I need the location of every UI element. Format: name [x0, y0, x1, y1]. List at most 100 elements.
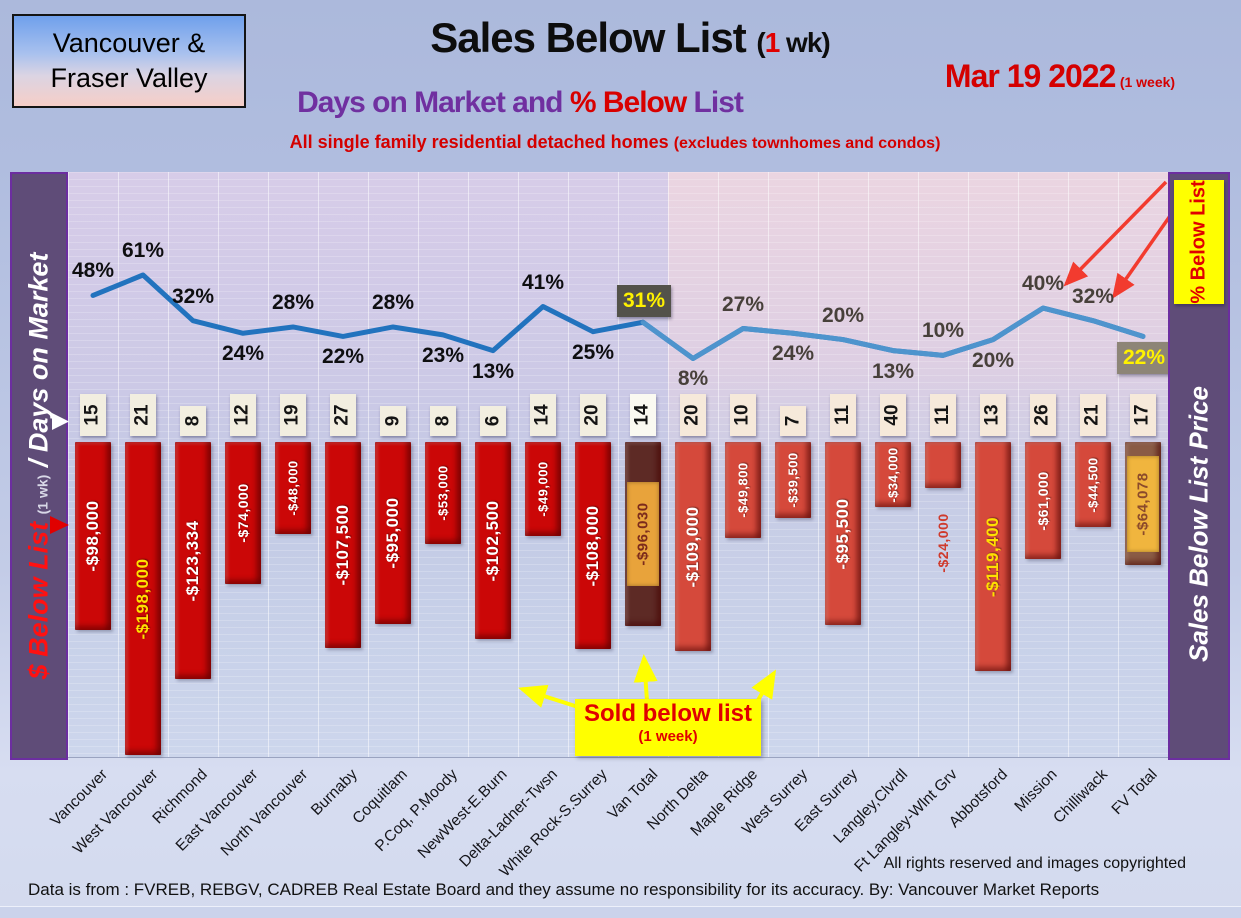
- bar: [1075, 442, 1111, 527]
- days-on-market-label: 20: [580, 394, 606, 436]
- bar: [125, 442, 161, 755]
- bar-value-label: -$39,500: [785, 452, 801, 508]
- pct-label: 23%: [421, 343, 465, 367]
- days-value: 11: [932, 404, 953, 426]
- x-axis-label-text: Chilliwack: [1050, 766, 1112, 827]
- total-label-box: [627, 482, 659, 586]
- title-main: Sales Below List: [430, 14, 746, 61]
- bar: [375, 442, 411, 624]
- pct-below-list-badge: % Below List: [1174, 180, 1224, 304]
- bar: [825, 442, 861, 625]
- bar-value-label: -$107,500: [333, 504, 352, 586]
- days-value: 7: [781, 415, 803, 427]
- days-on-market-label: 14: [630, 394, 656, 436]
- bar-value-label: -$198,000: [133, 557, 152, 640]
- days-value: 11: [832, 404, 853, 426]
- days-on-market-label: 13: [980, 394, 1006, 436]
- days-on-market-label: 12: [230, 394, 256, 436]
- bar-value-label: -$102,500: [483, 499, 502, 582]
- bar-value-label: -$44,500: [1085, 456, 1101, 513]
- page-title: Sales Below List (1 wk): [300, 14, 960, 62]
- title-week-number: 1: [764, 27, 781, 58]
- pct-label: 48%: [71, 259, 115, 283]
- days-value: 40: [881, 404, 903, 426]
- pct-label: 41%: [521, 270, 565, 294]
- pct-label-boxed: 31%: [617, 285, 671, 318]
- pct-label: 24%: [771, 342, 815, 366]
- days-on-market-label: 14: [530, 394, 556, 436]
- days-value: 27: [331, 404, 353, 426]
- days-value: 13: [981, 404, 1003, 426]
- pct-label: 40%: [1021, 272, 1065, 296]
- left-axis-label: $ Below List (1 wk) / Days on Market: [23, 252, 54, 680]
- page-subtitle: Days on Market and % Below List: [297, 86, 744, 119]
- region-title-box: Vancouver & Fraser Valley: [12, 14, 246, 108]
- date-main: Mar 19 2022: [944, 58, 1116, 94]
- days-on-market-label: 10: [730, 394, 756, 436]
- days-value: 19: [281, 404, 303, 426]
- bar-value-label: -$48,000: [285, 460, 301, 516]
- pct-label: 20%: [971, 348, 1015, 372]
- pct-label: 13%: [471, 359, 515, 383]
- bar-value-label: -$95,500: [833, 497, 852, 570]
- days-value: 15: [81, 404, 103, 426]
- bar-value-label: -$61,000: [1035, 470, 1051, 531]
- days-value: 26: [1031, 404, 1053, 426]
- bar: [525, 442, 561, 536]
- pct-label: 32%: [1071, 284, 1115, 308]
- pct-label: 10%: [921, 319, 965, 343]
- left-axis-rail: $ Below List (1 wk) / Days on Market: [10, 172, 68, 760]
- bar-value-label: -$64,078: [1134, 471, 1152, 536]
- days-value: 17: [1131, 404, 1153, 426]
- bar: [675, 442, 711, 651]
- days-on-market-label: 17: [1130, 394, 1156, 436]
- bar: [725, 442, 761, 538]
- bar-value-label: -$109,000: [683, 505, 702, 588]
- x-axis-label-text: Mission: [1011, 766, 1062, 816]
- days-on-market-label: 8: [180, 406, 206, 436]
- pct-label: 28%: [371, 290, 415, 314]
- days-value: 9: [381, 415, 403, 427]
- pct-label: 22%: [321, 345, 365, 369]
- bar: [425, 442, 461, 544]
- copyright-note: All rights reserved and images copyright…: [883, 855, 1186, 872]
- days-on-market-label: 9: [380, 406, 406, 436]
- days-on-market-label: 20: [680, 394, 706, 436]
- pct-label: 61%: [121, 239, 165, 262]
- bar-value-label: -$49,800: [735, 462, 751, 518]
- bar: [275, 442, 311, 534]
- days-on-market-label: 11: [930, 394, 956, 436]
- bar: [75, 442, 111, 630]
- date-suffix: (1 week): [1119, 74, 1176, 90]
- bar-value-label: -$98,000: [83, 500, 102, 572]
- bar: [975, 442, 1011, 671]
- total-label-box: [1127, 455, 1159, 552]
- bar-value-label: -$119,400: [983, 516, 1002, 597]
- days-value: 12: [231, 404, 253, 426]
- x-axis-label-text: NewWest-E.Burn: [415, 766, 512, 862]
- bar-value-label: -$53,000: [435, 465, 451, 521]
- pct-label: 32%: [171, 284, 215, 308]
- bar: [775, 442, 811, 518]
- pct-badge-label: % Below List: [1187, 180, 1210, 304]
- days-on-market-label: 40: [880, 394, 906, 436]
- pct-label: 13%: [871, 359, 915, 383]
- days-on-market-label: 7: [780, 406, 806, 436]
- days-on-market-label: 21: [1080, 394, 1106, 436]
- bar: [925, 442, 961, 488]
- days-value: 6: [481, 415, 503, 427]
- bar: [1025, 442, 1061, 559]
- days-value: 10: [731, 404, 753, 426]
- footer-strip: [0, 906, 1241, 918]
- bar-value-label: -$24,000: [935, 513, 951, 573]
- region-line1: Vancouver &: [52, 27, 206, 58]
- bar: [575, 442, 611, 649]
- days-on-market-label: 8: [430, 406, 456, 436]
- data-source-note: Data is from : FVREB, REBGV, CADREB Real…: [28, 880, 1100, 899]
- days-value: 21: [131, 404, 153, 426]
- days-on-market-label: 6: [480, 406, 506, 436]
- x-axis-label-text: FV Total: [1108, 766, 1162, 819]
- pct-label: 28%: [271, 290, 315, 314]
- days-on-market-label: 19: [280, 394, 306, 436]
- days-on-market-label: 26: [1030, 394, 1056, 436]
